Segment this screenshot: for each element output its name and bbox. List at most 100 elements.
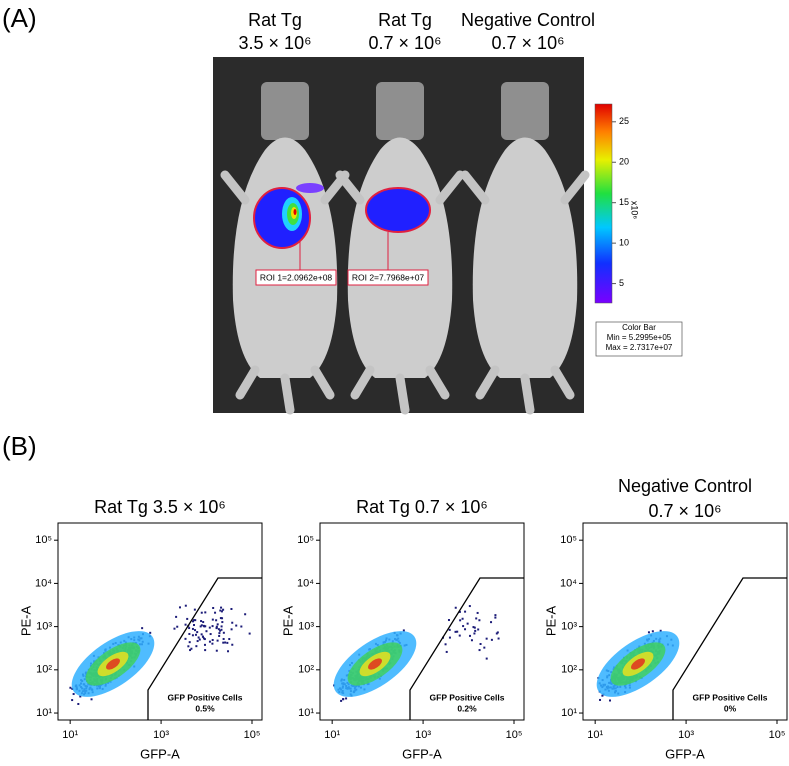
- event-dot: [222, 637, 225, 640]
- event-dot: [474, 629, 477, 632]
- event-dot: [466, 622, 469, 625]
- mouse-body: [472, 137, 578, 378]
- roi-label: ROI 1=2.0962e+08: [260, 272, 333, 282]
- column-dose: 3.5 × 10⁶: [239, 33, 312, 53]
- color-bar-legend: Min = 5.2995e+05: [607, 333, 672, 342]
- event-dot: [222, 631, 225, 634]
- event-dot: [191, 620, 194, 623]
- color-bar-tick-label: 5: [619, 278, 624, 288]
- x-tick-label: 10³: [153, 729, 169, 741]
- event-dot: [175, 615, 178, 618]
- event-dot: [209, 633, 212, 636]
- event-dot: [462, 625, 465, 628]
- signal: [293, 209, 297, 215]
- event-dot: [211, 618, 214, 621]
- event-dot: [476, 611, 479, 614]
- x-tick-label: 10¹: [324, 729, 340, 741]
- event-dot: [222, 641, 225, 644]
- event-dot: [205, 630, 208, 633]
- event-dot: [200, 633, 203, 636]
- event-dot: [215, 625, 218, 628]
- column-title: Rat Tg: [378, 10, 432, 30]
- x-tick-label: 10⁵: [506, 729, 523, 741]
- event-dot: [219, 609, 222, 612]
- event-dot: [195, 645, 198, 648]
- event-dot: [214, 611, 217, 614]
- event-dot: [90, 698, 93, 701]
- event-dot: [197, 636, 200, 639]
- y-tick-label: 10³: [298, 621, 314, 633]
- x-tick-label: 10⁵: [244, 729, 261, 741]
- event-dot: [71, 699, 74, 702]
- event-dot: [458, 634, 461, 637]
- event-dot: [218, 632, 221, 635]
- gate: [409, 577, 524, 720]
- x-axis-label: GFP-A: [665, 746, 705, 761]
- event-dot: [478, 649, 481, 652]
- event-dot: [221, 621, 224, 624]
- y-tick-label: 10¹: [36, 707, 52, 719]
- y-tick-label: 10¹: [298, 707, 314, 719]
- density-contour: [106, 658, 120, 670]
- event-dot: [187, 645, 190, 648]
- event-dot: [402, 629, 405, 632]
- plot-frame: [57, 522, 263, 721]
- mouse-body: [232, 137, 338, 378]
- event-dot: [647, 631, 650, 634]
- event-dot: [203, 638, 206, 641]
- y-tick-label: 10²: [298, 664, 314, 676]
- event-dot: [478, 619, 481, 622]
- event-dot: [221, 617, 224, 620]
- event-dot: [215, 649, 218, 652]
- event-dot: [184, 637, 187, 640]
- event-dot: [211, 642, 214, 645]
- event-dot: [208, 626, 211, 629]
- event-dot: [497, 637, 500, 640]
- event-dot: [454, 606, 457, 609]
- event-dot: [477, 628, 480, 631]
- event-dot: [448, 636, 451, 639]
- x-tick-label: 10¹: [62, 729, 78, 741]
- event-dot: [173, 627, 176, 630]
- signal: [365, 187, 431, 233]
- event-dot: [483, 646, 486, 649]
- plot-title: 0.7 × 10⁶: [649, 501, 722, 521]
- event-dot: [244, 613, 247, 616]
- event-dot: [216, 639, 219, 642]
- panel-label: (A): [2, 3, 37, 33]
- flow-plot: [333, 605, 500, 702]
- event-dot: [231, 621, 234, 624]
- y-axis-label: PE-A: [543, 606, 558, 637]
- color-bar-legend: Color Bar: [622, 323, 656, 332]
- event-dot: [215, 619, 218, 622]
- event-dot: [192, 619, 195, 622]
- mouse: [460, 82, 590, 415]
- event-dot: [212, 606, 215, 609]
- event-dot: [485, 637, 488, 640]
- event-dot: [208, 640, 211, 643]
- bottle: [376, 82, 424, 140]
- event-dot: [659, 629, 662, 632]
- mouse-limbs: [335, 170, 465, 415]
- event-dot: [188, 641, 191, 644]
- event-dot: [226, 641, 229, 644]
- color-bar-tick-label: 25: [619, 116, 629, 126]
- event-dot: [194, 633, 197, 636]
- bottle: [501, 82, 549, 140]
- gate-value: 0%: [724, 703, 737, 713]
- x-tick-label: 10⁵: [769, 729, 786, 741]
- event-dot: [228, 638, 231, 641]
- y-tick-label: 10⁵: [35, 534, 52, 546]
- event-dot: [468, 634, 471, 637]
- x-tick-label: 10¹: [587, 729, 603, 741]
- event-dot: [458, 610, 461, 613]
- event-dot: [191, 627, 194, 630]
- event-dot: [203, 643, 206, 646]
- y-axis-label: PE-A: [18, 606, 33, 637]
- column-title: Rat Tg: [248, 10, 302, 30]
- plot-frame: [582, 522, 788, 721]
- event-dot: [459, 619, 462, 622]
- gate: [672, 577, 787, 720]
- density-contour: [368, 658, 382, 670]
- event-dot: [184, 604, 187, 607]
